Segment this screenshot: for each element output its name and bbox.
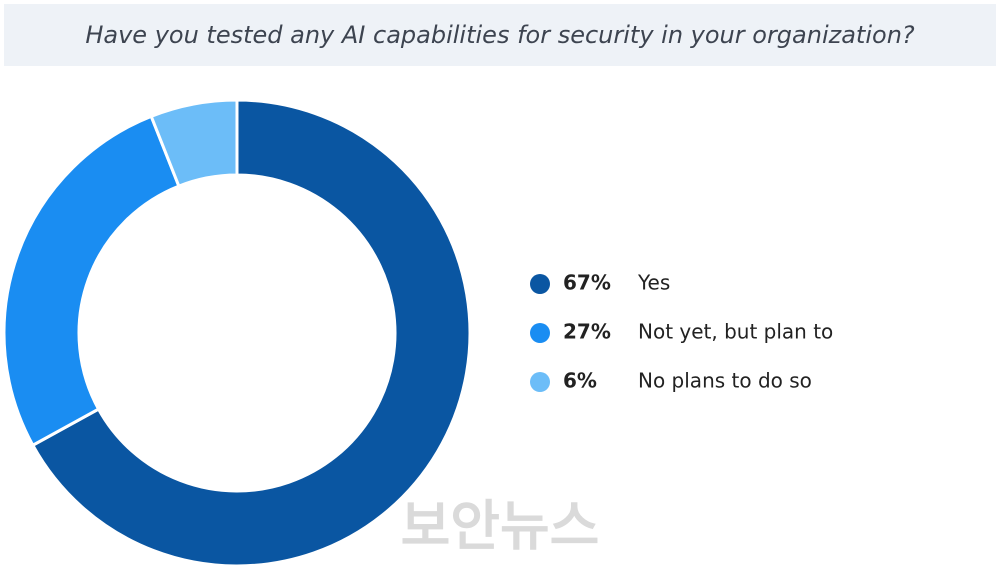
chart-title: Have you tested any AI capabilities for … (85, 21, 915, 49)
legend-marker (530, 323, 550, 343)
donut-segment (2, 114, 181, 448)
watermark: 보안뉴스 (401, 495, 600, 558)
legend-label: Yes (637, 271, 670, 295)
legend-label: No plans to do so (638, 369, 812, 393)
title-banner (4, 4, 996, 66)
donut-segment (30, 98, 472, 568)
donut-segment (149, 98, 239, 189)
legend-label: Not yet, but plan to (638, 320, 833, 344)
legend-value: 27% (563, 320, 611, 344)
legend-value: 67% (563, 271, 611, 295)
legend-marker (530, 372, 550, 392)
legend-value: 6% (563, 369, 597, 393)
legend-marker (530, 274, 550, 294)
